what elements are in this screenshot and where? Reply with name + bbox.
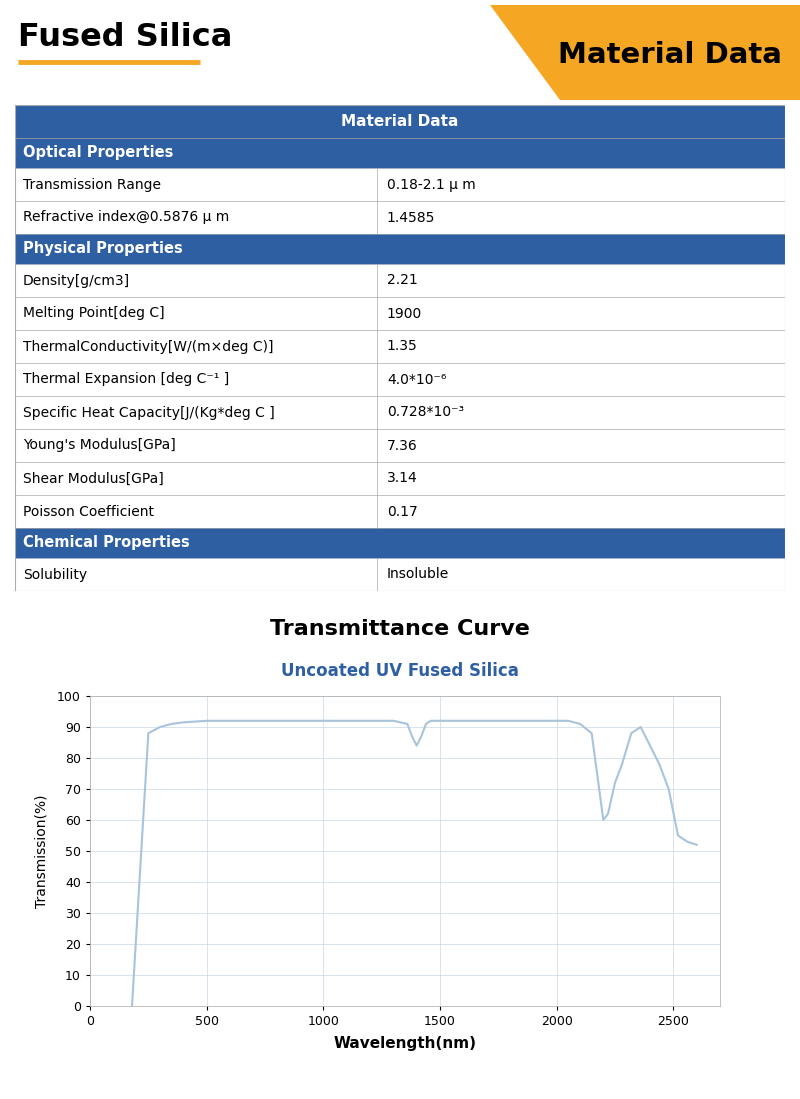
Text: Chemical Properties: Chemical Properties — [23, 535, 190, 551]
Text: Transmittance Curve: Transmittance Curve — [270, 619, 530, 639]
Text: 3.14: 3.14 — [387, 471, 418, 486]
Text: Melting Point[deg C]: Melting Point[deg C] — [23, 307, 165, 321]
Text: Specific Heat Capacity[J/(Kg*deg C ]: Specific Heat Capacity[J/(Kg*deg C ] — [23, 406, 274, 420]
Bar — [15, 528, 785, 558]
Bar — [15, 495, 785, 528]
Text: Solubility: Solubility — [23, 567, 87, 581]
Bar — [15, 363, 785, 396]
Text: Transmission Range: Transmission Range — [23, 178, 161, 191]
Bar — [15, 106, 785, 138]
Text: Shear Modulus[GPa]: Shear Modulus[GPa] — [23, 471, 164, 486]
Text: 0.17: 0.17 — [387, 504, 418, 519]
Polygon shape — [490, 5, 800, 100]
Text: Insoluble: Insoluble — [387, 567, 449, 581]
Text: Material Data: Material Data — [342, 114, 458, 129]
Y-axis label: Transmission(%): Transmission(%) — [34, 795, 49, 908]
Text: 1.35: 1.35 — [387, 340, 418, 354]
Text: ThermalConductivity[W/(m×deg C)]: ThermalConductivity[W/(m×deg C)] — [23, 340, 274, 354]
Text: 0.728*10⁻³: 0.728*10⁻³ — [387, 406, 464, 420]
Bar — [15, 264, 785, 297]
Bar — [15, 429, 785, 462]
Text: Refractive index@0.5876 μ m: Refractive index@0.5876 μ m — [23, 211, 230, 224]
Text: 4.0*10⁻⁶: 4.0*10⁻⁶ — [387, 373, 446, 387]
Text: Physical Properties: Physical Properties — [23, 242, 182, 256]
Text: Optical Properties: Optical Properties — [23, 145, 174, 160]
Bar — [15, 297, 785, 330]
Text: 2.21: 2.21 — [387, 274, 418, 288]
Text: Poisson Coefficient: Poisson Coefficient — [23, 504, 154, 519]
Bar — [15, 396, 785, 429]
Bar — [15, 558, 785, 591]
Text: Thermal Expansion [deg C⁻¹ ]: Thermal Expansion [deg C⁻¹ ] — [23, 373, 230, 387]
Bar — [15, 234, 785, 264]
Text: Density[g/cm3]: Density[g/cm3] — [23, 274, 130, 288]
Text: Young's Modulus[GPa]: Young's Modulus[GPa] — [23, 439, 176, 453]
Bar — [15, 168, 785, 201]
Text: 1.4585: 1.4585 — [387, 211, 435, 224]
Bar — [15, 462, 785, 495]
Text: 0.18-2.1 μ m: 0.18-2.1 μ m — [387, 178, 476, 191]
X-axis label: Wavelength(nm): Wavelength(nm) — [334, 1036, 477, 1052]
Bar — [15, 201, 785, 234]
Bar — [15, 138, 785, 168]
Text: Fused Silica: Fused Silica — [18, 22, 232, 54]
Bar — [15, 330, 785, 363]
Text: 1900: 1900 — [387, 307, 422, 321]
Text: 7.36: 7.36 — [387, 439, 418, 453]
Text: Material Data: Material Data — [558, 41, 782, 69]
Text: Uncoated UV Fused Silica: Uncoated UV Fused Silica — [281, 662, 519, 680]
